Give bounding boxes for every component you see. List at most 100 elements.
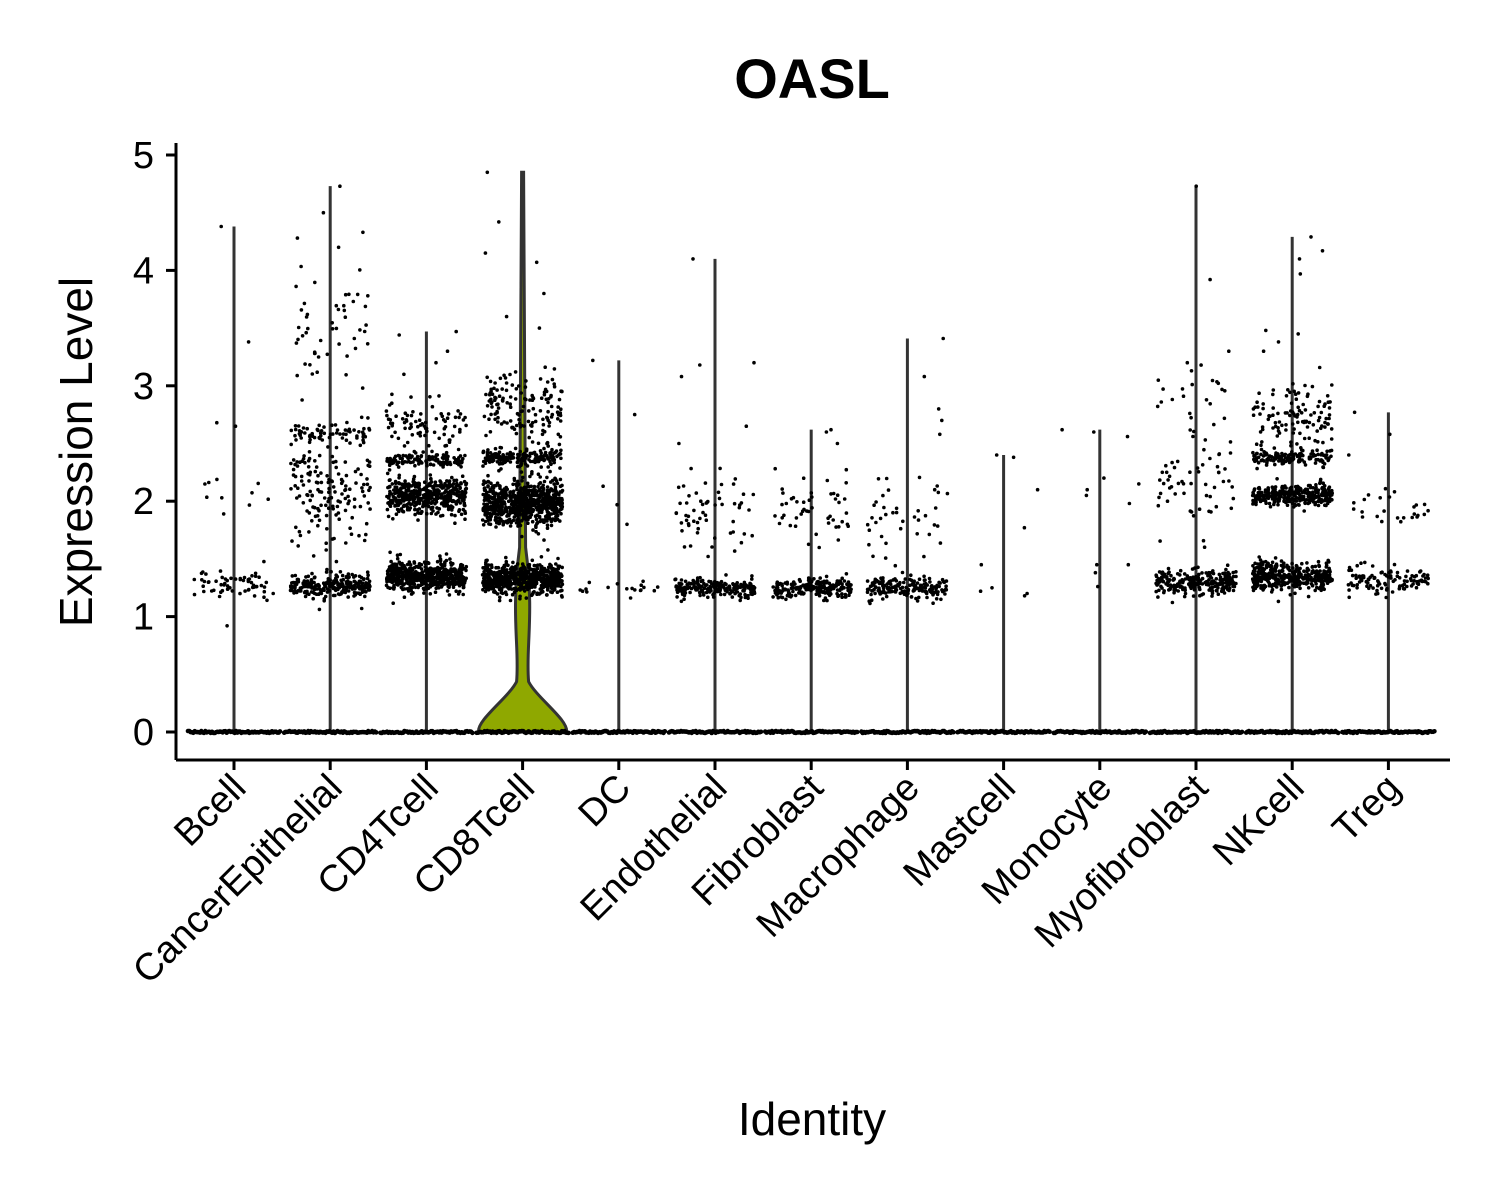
data-point bbox=[504, 388, 509, 393]
data-point bbox=[388, 503, 392, 507]
data-point bbox=[344, 438, 349, 443]
data-point bbox=[688, 590, 692, 595]
data-point bbox=[499, 467, 503, 471]
data-point bbox=[552, 367, 557, 371]
data-point bbox=[447, 440, 452, 445]
data-point bbox=[504, 574, 509, 578]
data-point bbox=[444, 552, 449, 556]
data-point bbox=[463, 453, 467, 458]
data-point bbox=[554, 489, 558, 494]
data-point bbox=[404, 573, 409, 577]
data-point bbox=[390, 482, 395, 486]
data-point bbox=[396, 465, 401, 469]
data-point bbox=[699, 579, 703, 584]
data-point bbox=[865, 522, 870, 527]
data-point bbox=[506, 563, 510, 568]
data-point bbox=[526, 521, 530, 525]
data-point bbox=[326, 445, 330, 449]
data-point bbox=[876, 477, 881, 481]
data-point bbox=[444, 488, 448, 492]
data-point bbox=[463, 511, 468, 515]
data-point bbox=[411, 483, 416, 487]
data-point bbox=[321, 210, 326, 215]
data-point bbox=[481, 566, 485, 570]
data-point bbox=[489, 569, 494, 574]
data-point bbox=[433, 501, 437, 506]
data-point bbox=[429, 511, 434, 516]
data-point bbox=[298, 460, 302, 465]
data-point bbox=[493, 446, 498, 451]
data-point bbox=[793, 593, 798, 598]
data-point bbox=[687, 494, 691, 498]
data-point bbox=[242, 575, 247, 580]
data-point bbox=[403, 426, 407, 431]
data-point bbox=[840, 576, 844, 581]
data-point bbox=[395, 574, 400, 579]
data-point bbox=[519, 461, 524, 466]
data-point bbox=[396, 436, 401, 441]
data-point bbox=[299, 474, 304, 479]
data-point bbox=[917, 475, 922, 480]
data-point bbox=[386, 425, 391, 430]
data-point bbox=[525, 498, 529, 502]
data-point bbox=[289, 461, 293, 466]
data-point bbox=[639, 588, 643, 592]
data-point bbox=[343, 487, 348, 492]
data-point bbox=[400, 564, 405, 569]
data-point bbox=[437, 394, 441, 398]
data-point bbox=[290, 574, 295, 578]
data-point bbox=[459, 465, 463, 469]
data-point bbox=[534, 569, 539, 574]
violin-group-mastcell bbox=[955, 453, 1052, 736]
data-point bbox=[526, 484, 530, 489]
violin-group-fibroblast bbox=[762, 427, 860, 736]
data-point bbox=[295, 236, 300, 240]
data-point bbox=[483, 461, 488, 466]
data-point bbox=[317, 453, 322, 458]
data-point bbox=[538, 455, 543, 460]
data-point bbox=[430, 505, 435, 510]
data-point bbox=[431, 484, 435, 489]
zero-points bbox=[955, 728, 1052, 736]
data-point bbox=[396, 498, 400, 503]
data-point bbox=[558, 503, 563, 508]
data-point bbox=[805, 509, 809, 513]
data-point bbox=[429, 571, 433, 575]
data-point bbox=[517, 578, 522, 583]
data-point bbox=[508, 405, 513, 410]
data-point bbox=[362, 538, 367, 543]
data-point bbox=[691, 257, 695, 261]
data-point bbox=[521, 475, 525, 480]
data-point bbox=[533, 514, 538, 518]
data-point bbox=[390, 434, 394, 439]
data-point bbox=[316, 473, 320, 478]
data-point bbox=[291, 585, 295, 589]
data-point bbox=[700, 502, 705, 507]
data-point bbox=[731, 482, 736, 486]
data-point bbox=[829, 427, 833, 432]
data-point bbox=[546, 548, 550, 552]
data-point bbox=[780, 502, 784, 507]
data-point bbox=[877, 581, 882, 586]
data-point bbox=[352, 594, 356, 598]
data-point bbox=[345, 420, 349, 425]
data-point bbox=[655, 585, 660, 589]
data-point bbox=[709, 588, 713, 593]
data-point bbox=[492, 509, 497, 514]
data-point bbox=[978, 589, 983, 593]
data-point bbox=[615, 582, 620, 586]
data-point bbox=[844, 467, 849, 472]
data-point bbox=[350, 572, 355, 577]
data-point bbox=[398, 489, 402, 494]
data-point bbox=[421, 450, 426, 454]
data-point bbox=[333, 579, 338, 584]
data-point bbox=[406, 455, 410, 460]
data-point bbox=[893, 589, 897, 594]
data-point bbox=[408, 563, 413, 567]
data-point bbox=[316, 481, 320, 485]
data-point bbox=[489, 412, 493, 417]
violin-group-endothelial bbox=[666, 257, 764, 736]
data-point bbox=[704, 590, 709, 595]
data-point bbox=[485, 568, 490, 573]
data-point bbox=[717, 496, 722, 501]
